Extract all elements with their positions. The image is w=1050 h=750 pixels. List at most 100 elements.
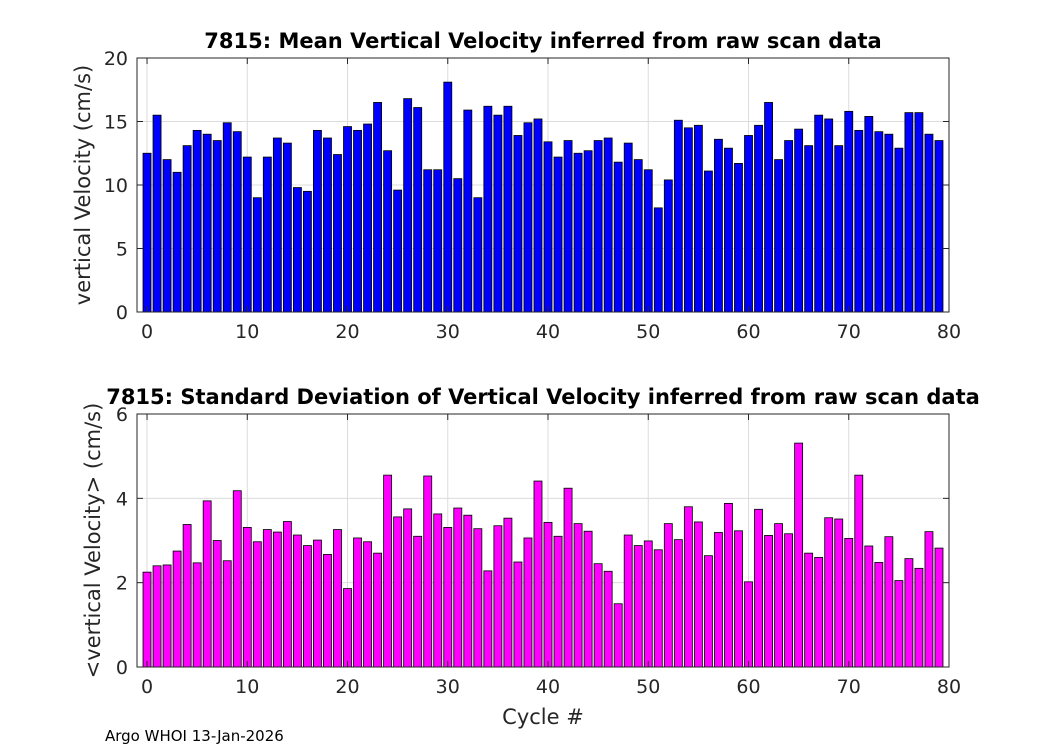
bar-cycle-20 — [343, 126, 352, 313]
y-tick-label: 20 — [104, 48, 128, 70]
bar-cycle-40 — [543, 141, 553, 313]
bar-cycle-66 — [804, 552, 814, 668]
bar-cycle-10 — [242, 156, 252, 313]
bar-cycle-50 — [643, 540, 653, 668]
x-tick-label: 30 — [436, 676, 460, 698]
bar-cycle-72 — [864, 545, 874, 668]
bar-cycle-62 — [764, 535, 773, 668]
bar-cycle-28 — [423, 169, 433, 313]
bar-cycle-61 — [754, 508, 763, 668]
bar-cycle-44 — [583, 150, 593, 313]
bar-cycle-17 — [313, 539, 322, 668]
bar-cycle-48 — [623, 142, 633, 313]
bar-cycle-78 — [924, 133, 934, 313]
x-tick-label: 10 — [235, 676, 259, 698]
bar-cycle-65 — [794, 128, 804, 313]
y-tick-label: 5 — [116, 239, 128, 261]
bar-cycle-64 — [784, 140, 794, 313]
bar-cycle-29 — [433, 169, 443, 313]
bar-cycle-77 — [914, 567, 924, 668]
bar-cycle-25 — [393, 516, 403, 668]
bar-cycle-47 — [613, 603, 623, 668]
x-tick-label: 20 — [335, 321, 359, 343]
bar-cycle-24 — [383, 474, 393, 668]
bar-cycle-75 — [894, 580, 904, 668]
bar-cycle-26 — [403, 508, 413, 668]
x-tick-label: 30 — [436, 321, 460, 343]
bar-cycle-50 — [643, 169, 653, 313]
bar-cycle-69 — [834, 145, 844, 313]
bar-cycle-59 — [734, 163, 743, 313]
bar-cycle-21 — [353, 129, 362, 313]
x-tick-label: 50 — [636, 676, 660, 698]
bar-cycle-71 — [854, 474, 864, 668]
bar-cycle-61 — [754, 124, 763, 313]
bar-cycle-26 — [403, 98, 413, 313]
bar-cycle-51 — [653, 207, 663, 313]
bar-cycle-42 — [563, 487, 573, 668]
y-tick-label: 15 — [104, 112, 128, 134]
bar-cycle-46 — [603, 570, 613, 668]
x-tick-label: 40 — [536, 676, 560, 698]
bar-cycle-7 — [212, 140, 222, 313]
bar-cycle-51 — [653, 549, 663, 668]
bar-cycle-9 — [232, 490, 242, 668]
bars — [142, 442, 944, 668]
bar-cycle-37 — [513, 561, 523, 668]
bar-cycle-63 — [774, 159, 783, 313]
bar-cycle-57 — [714, 532, 723, 668]
y-tick-label: 0 — [116, 657, 128, 679]
bar-cycle-35 — [493, 525, 503, 668]
bar-cycle-29 — [433, 513, 443, 668]
bar-cycle-23 — [373, 102, 382, 313]
bar-cycle-41 — [553, 535, 563, 668]
bar-cycle-2 — [162, 159, 172, 313]
bar-cycle-27 — [413, 535, 423, 668]
bar-cycle-69 — [834, 518, 844, 668]
bar-cycle-31 — [453, 178, 463, 313]
y-tick-label: 4 — [116, 488, 128, 510]
bar-cycle-16 — [303, 190, 312, 313]
y-tick-label: 6 — [116, 404, 128, 426]
bar-cycle-5 — [192, 562, 202, 668]
bar-cycle-30 — [443, 527, 453, 668]
bar-cycle-60 — [744, 135, 753, 313]
plot-area — [137, 414, 949, 667]
bar-cycle-63 — [774, 523, 783, 668]
ticks: 0 10 20 30 40 50 60 70 80 0 2 4 6 — [116, 404, 961, 698]
bar-cycle-34 — [483, 570, 493, 668]
bar-cycle-74 — [884, 133, 894, 313]
x-tick-label: 50 — [636, 321, 660, 343]
bar-cycle-8 — [222, 560, 232, 668]
bar-cycle-1 — [152, 114, 162, 313]
bar-cycle-60 — [744, 581, 753, 668]
bar-cycle-14 — [282, 142, 292, 313]
bar-cycle-19 — [333, 154, 342, 313]
bar-cycle-65 — [794, 442, 804, 668]
bar-cycle-3 — [172, 550, 182, 668]
bar-cycle-23 — [373, 552, 382, 668]
bar-cycle-10 — [242, 527, 252, 668]
bar-cycle-11 — [252, 197, 262, 313]
bar-cycle-4 — [182, 524, 192, 668]
bar-cycle-39 — [533, 118, 543, 313]
bar-cycle-68 — [824, 517, 834, 668]
chart-std-velocity: 0 10 20 30 40 50 60 70 80 0 2 4 6 7815: Standard Dev… — [81, 385, 980, 729]
axes-frame — [136, 413, 950, 668]
y-axis-label: vertical Velocity (cm/s) — [71, 65, 95, 305]
bar-cycle-15 — [292, 187, 302, 313]
bar-cycle-6 — [202, 133, 212, 313]
bar-cycle-58 — [724, 147, 733, 313]
bar-cycle-13 — [272, 137, 282, 313]
bar-cycle-70 — [844, 110, 854, 313]
bar-cycle-74 — [884, 536, 894, 668]
bar-cycle-28 — [423, 475, 433, 668]
bar-cycle-9 — [232, 131, 242, 313]
x-tick-label: 40 — [536, 321, 560, 343]
bar-cycle-73 — [874, 562, 884, 668]
bar-cycle-67 — [814, 556, 824, 668]
bar-cycle-79 — [934, 140, 944, 313]
bar-cycle-56 — [704, 170, 713, 313]
chart-title: 7815: Standard Deviation of Vertical Vel… — [106, 385, 980, 409]
